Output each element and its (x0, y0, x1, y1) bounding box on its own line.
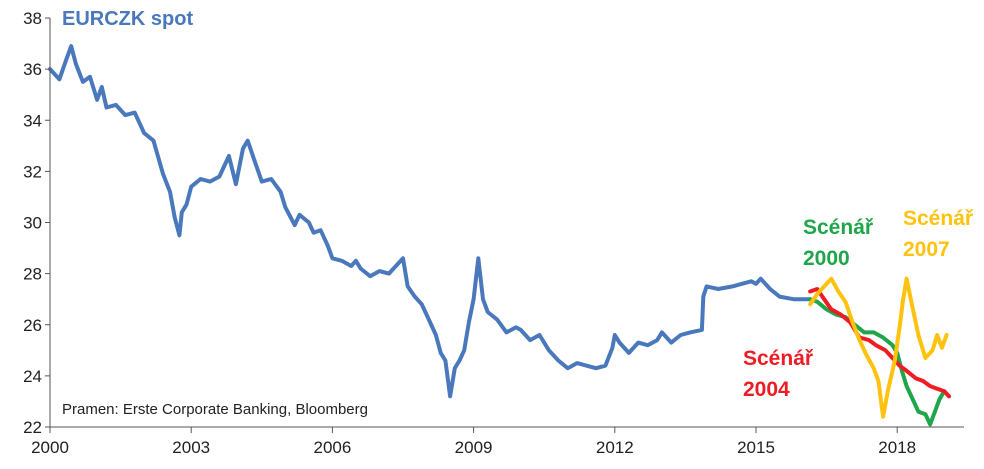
x-tick-label: 2000 (31, 438, 69, 457)
series-label-s2007: 2007 (903, 238, 950, 261)
source-note: Pramen: Erste Corporate Banking, Bloombe… (62, 401, 368, 418)
y-tick-label: 24 (23, 367, 42, 386)
x-tick-label: 2003 (172, 438, 210, 457)
y-tick-label: 28 (23, 265, 42, 284)
series-lines (48, 44, 951, 427)
series-line-s2000 (808, 297, 951, 427)
y-tick-label: 30 (23, 214, 42, 233)
series-label-s2004: 2004 (743, 378, 790, 401)
series-label-s2000: Scénář (803, 216, 874, 239)
series-line-spot (48, 44, 813, 399)
series-label-s2007: Scénář (903, 207, 974, 230)
series-label-s2000: 2000 (803, 247, 850, 270)
x-tick-label: 2015 (737, 438, 775, 457)
y-tick-label: 36 (23, 60, 42, 79)
series-labels: Scénář 2000 Scénář 2007 Scénář 2004 (743, 207, 974, 401)
y-tick-label: 26 (23, 316, 42, 335)
x-tick-label: 2018 (878, 438, 916, 457)
y-tick-label: 22 (23, 418, 42, 437)
x-tick-label: 2009 (455, 438, 493, 457)
y-tick-label: 34 (23, 111, 42, 130)
y-tick-label: 38 (23, 9, 42, 28)
y-tick-label: 32 (23, 162, 42, 181)
axes: 22 24 26 28 30 32 34 36 38 2000 2003 2006 2009 2012 20… (23, 9, 964, 457)
series-line-s2004 (808, 287, 951, 399)
chart-title: EURCZK spot (62, 8, 193, 30)
series-label-s2004: Scénář (743, 347, 814, 370)
series-line-s2007 (808, 276, 949, 419)
x-tick-label: 2006 (313, 438, 351, 457)
x-tick-label: 2012 (596, 438, 634, 457)
